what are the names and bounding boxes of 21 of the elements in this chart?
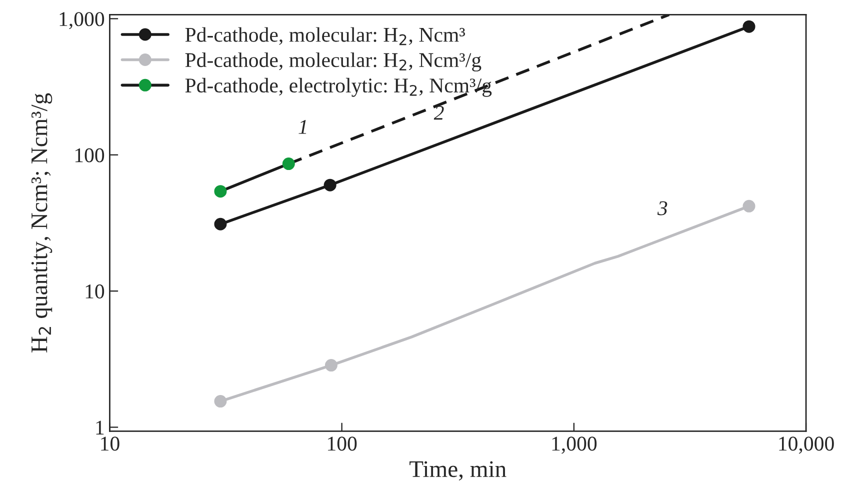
x-tick-label: 100 <box>328 436 357 451</box>
y-tick-label: 1 <box>96 420 104 434</box>
point <box>214 185 227 198</box>
point <box>214 218 227 230</box>
x-tick-label: 10,000 <box>779 436 834 454</box>
point <box>214 395 227 408</box>
y-tick-label: 1,000 <box>60 12 104 30</box>
x-tick-label: 10 <box>101 436 120 451</box>
legend-label: Pd-cathode, molecular: H$_{2}$, Ncm³/g <box>185 52 482 72</box>
x-axis-title: Time, min <box>410 461 506 481</box>
legend-label: Pd-cathode, molecular: H$_{2}$, Ncm³ <box>185 27 465 46</box>
point <box>742 200 756 212</box>
x-tick-label: 1,000 <box>552 436 597 454</box>
annotation: 1 <box>298 120 306 134</box>
y-tick-label: 10 <box>86 284 104 298</box>
y-axis-title: H$_{2}$ quantity, Ncm³; Ncm³/g <box>31 93 52 352</box>
annotation: 3 <box>657 201 668 216</box>
annotation: 2 <box>434 106 444 120</box>
legend-label: Pd-cathode, electrolytic: H$_{2}$, Ncm³/g <box>185 78 492 97</box>
point <box>742 20 756 33</box>
y-tick-label: 100 <box>75 148 104 162</box>
